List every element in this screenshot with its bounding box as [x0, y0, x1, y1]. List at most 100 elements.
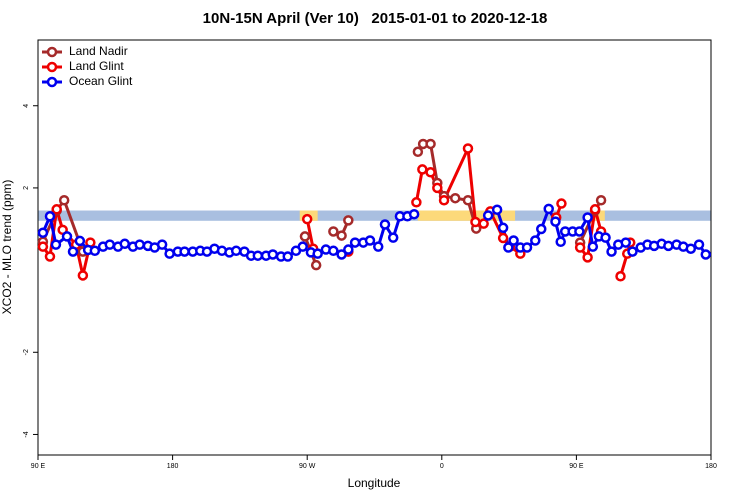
legend-label: Land Glint [69, 59, 124, 73]
x-tick-label: 90 W [299, 463, 316, 470]
data-point [297, 241, 308, 252]
data-point [328, 245, 339, 257]
data-point [574, 242, 586, 253]
data-point [372, 241, 384, 252]
data-point [432, 182, 443, 194]
data-point [134, 239, 145, 250]
data-point [50, 239, 62, 250]
data-point [164, 248, 175, 259]
data-point [408, 208, 420, 220]
data-point [700, 249, 712, 260]
data-point [74, 235, 86, 247]
data-point [589, 204, 601, 215]
data-point [574, 226, 585, 237]
data-point [491, 204, 503, 215]
legend-label: Ocean Glint [69, 74, 133, 88]
ocean-band [38, 210, 711, 221]
data-point [44, 251, 56, 262]
data-point [37, 227, 49, 238]
legend-marker [46, 76, 58, 88]
data-point [555, 236, 566, 247]
data-point [119, 238, 130, 250]
data-point [179, 246, 190, 257]
chart-title: 10N-15N April (Ver 10) 2015-01-01 to 202… [203, 10, 548, 27]
data-point [343, 244, 354, 255]
data-point [336, 249, 347, 260]
x-axis-label: Longitude [348, 476, 401, 490]
legend-label: Land Nadir [69, 44, 128, 58]
x-tick-label: 90 E [569, 463, 584, 470]
data-point [587, 241, 599, 252]
data-point [482, 210, 494, 221]
data-point [58, 194, 70, 206]
x-tick-label: 180 [705, 463, 717, 470]
data-point [600, 232, 611, 243]
y-tick-label: 2 [23, 186, 30, 190]
data-point [411, 197, 422, 208]
data-point [497, 222, 509, 234]
y-axis-label: XCO2 - MLO trend (ppm) [0, 180, 14, 315]
series-line [41, 198, 85, 253]
data-point [417, 164, 428, 175]
data-point [606, 246, 617, 257]
x-tick-label: 180 [167, 463, 179, 470]
data-point [503, 242, 514, 253]
data-point [462, 194, 474, 206]
data-point [379, 219, 391, 230]
data-point [299, 231, 311, 242]
data-point [508, 235, 519, 246]
data-point [582, 212, 593, 223]
data-point [462, 143, 474, 154]
data-point [364, 235, 376, 246]
data-point [267, 249, 279, 260]
legend-marker [46, 46, 58, 58]
data-point [44, 211, 56, 222]
land-span [417, 210, 516, 221]
data-point [336, 230, 347, 241]
y-tick-label: 4 [23, 104, 30, 108]
data-point [595, 194, 607, 206]
data-point [412, 146, 424, 158]
data-point [252, 250, 264, 261]
data-point [497, 232, 509, 244]
y-tick-label: -4 [23, 431, 30, 437]
data-point [104, 239, 116, 250]
legend-marker [46, 61, 58, 73]
data-point [556, 198, 567, 209]
data-point [349, 237, 361, 248]
data-point [77, 270, 89, 281]
data-point [343, 215, 354, 226]
data-point [470, 216, 481, 228]
data-point [550, 216, 561, 227]
data-point [156, 239, 168, 250]
data-point [310, 259, 322, 271]
data-point [530, 235, 541, 246]
data-point [663, 240, 674, 252]
data-point [543, 203, 554, 215]
data-point [582, 252, 593, 263]
data-point [425, 167, 436, 178]
data-point [89, 245, 101, 257]
data-point [301, 213, 313, 225]
data-point [627, 246, 638, 257]
data-point [693, 239, 705, 250]
data-point [387, 232, 399, 243]
data-point [51, 204, 62, 215]
data-point [438, 194, 450, 206]
data-point [67, 246, 79, 257]
data-point [425, 138, 436, 150]
data-point [685, 243, 697, 254]
data-point [61, 231, 73, 242]
y-tick-label: -2 [23, 349, 30, 355]
data-point [615, 271, 626, 282]
data-point [230, 245, 242, 257]
data-point [536, 223, 547, 235]
data-point [312, 248, 323, 259]
data-point [450, 192, 461, 204]
x-tick-label: 90 E [31, 463, 46, 470]
data-point [620, 237, 632, 248]
data-point [328, 226, 339, 237]
x-tick-label: 0 [440, 463, 444, 470]
data-point [478, 218, 489, 229]
